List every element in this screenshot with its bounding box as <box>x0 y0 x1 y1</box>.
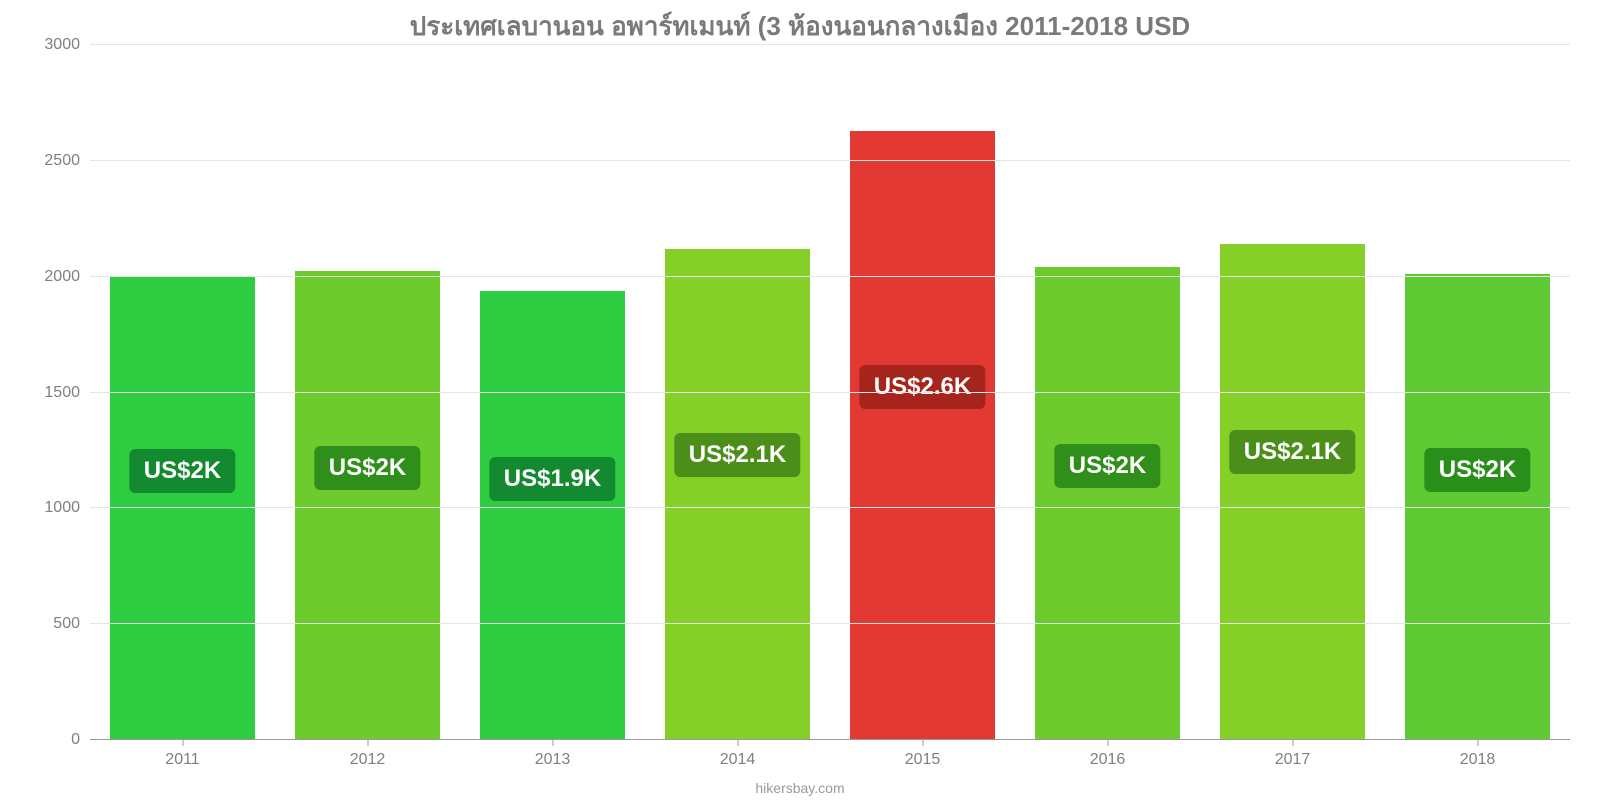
gridline <box>90 160 1570 161</box>
x-tick-label: 2012 <box>350 751 386 769</box>
bar: US$2K <box>1035 267 1179 740</box>
x-baseline <box>90 739 1570 740</box>
x-tick-mark <box>1107 740 1108 746</box>
bar-value-label: US$2.6K <box>860 365 985 409</box>
x-tick-label: 2018 <box>1460 751 1496 769</box>
y-tick-label: 3000 <box>30 36 80 54</box>
bar-slot: US$2K <box>1015 45 1200 740</box>
x-tick-label: 2013 <box>535 751 571 769</box>
x-tick-mark <box>367 740 368 746</box>
x-tick-mark <box>1477 740 1478 746</box>
x-tick-slot: 2018 <box>1385 745 1570 769</box>
x-tick-label: 2011 <box>165 751 199 769</box>
bar-chart: ประเทศเลบานอน อพาร์ทเมนท์ (3 ห้องนอนกลาง… <box>0 0 1600 800</box>
gridline <box>90 623 1570 624</box>
chart-footer: hikersbay.com <box>0 780 1600 796</box>
bar-value-label: US$2K <box>130 449 235 493</box>
bar: US$2.1K <box>1220 244 1364 740</box>
x-tick-slot: 2014 <box>645 745 830 769</box>
x-tick-slot: 2012 <box>275 745 460 769</box>
x-tick-mark <box>182 740 183 746</box>
bar-slot: US$2.1K <box>645 45 830 740</box>
y-tick-label: 1500 <box>30 384 80 402</box>
y-tick-label: 0 <box>30 731 80 749</box>
bar-slot: US$2K <box>90 45 275 740</box>
x-tick-label: 2016 <box>1090 751 1126 769</box>
x-axis: 2011 2012 2013 2014 2015 2016 2017 2018 <box>90 745 1570 769</box>
x-tick-slot: 2013 <box>460 745 645 769</box>
x-tick-label: 2015 <box>905 751 941 769</box>
bar-slot: US$2.6K <box>830 45 1015 740</box>
bar: US$2.6K <box>850 131 994 740</box>
x-tick-slot: 2011 <box>90 745 275 769</box>
x-tick-slot: 2017 <box>1200 745 1385 769</box>
bar: US$2K <box>295 271 439 740</box>
x-tick-mark <box>922 740 923 746</box>
bar-value-label: US$2.1K <box>675 433 800 477</box>
y-tick-label: 2500 <box>30 152 80 170</box>
bar-value-label: US$1.9K <box>490 457 615 501</box>
bar-slot: US$2K <box>1385 45 1570 740</box>
y-tick-label: 500 <box>30 615 80 633</box>
bar-value-label: US$2.1K <box>1230 430 1355 474</box>
y-tick-label: 1000 <box>30 499 80 517</box>
x-tick-mark <box>737 740 738 746</box>
gridline <box>90 507 1570 508</box>
bar-slot: US$2K <box>275 45 460 740</box>
x-tick-mark <box>552 740 553 746</box>
bar-value-label: US$2K <box>1055 444 1160 488</box>
bar-value-label: US$2K <box>315 446 420 490</box>
bar: US$1.9K <box>480 291 624 740</box>
bar: US$2.1K <box>665 249 809 740</box>
x-tick-mark <box>1292 740 1293 746</box>
gridline <box>90 44 1570 45</box>
chart-title: ประเทศเลบานอน อพาร์ทเมนท์ (3 ห้องนอนกลาง… <box>0 6 1600 47</box>
x-tick-slot: 2016 <box>1015 745 1200 769</box>
y-tick-label: 2000 <box>30 268 80 286</box>
bar-value-label: US$2K <box>1425 448 1530 492</box>
bar-slot: US$1.9K <box>460 45 645 740</box>
gridline <box>90 276 1570 277</box>
bars-group: US$2K US$2K US$1.9K US$2.1K US$2.6K US$2K US$2… <box>90 45 1570 740</box>
plot-area: US$2K US$2K US$1.9K US$2.1K US$2.6K US$2K US$2… <box>90 45 1570 740</box>
x-tick-slot: 2015 <box>830 745 1015 769</box>
gridline <box>90 392 1570 393</box>
x-tick-label: 2014 <box>720 751 756 769</box>
bar-slot: US$2.1K <box>1200 45 1385 740</box>
x-tick-label: 2017 <box>1275 751 1311 769</box>
